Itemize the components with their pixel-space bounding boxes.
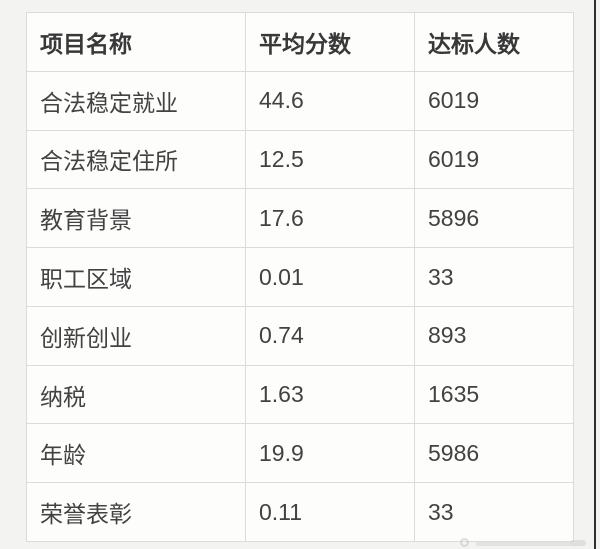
qualified-count-cell: 1635 — [428, 381, 480, 408]
project-name-cell: 教育背景 — [27, 189, 246, 248]
average-score-cell: 12.5 — [246, 130, 415, 189]
qualified-count-cell: 5986 — [428, 439, 480, 466]
project-name-cell: 合法稳定住所 — [27, 130, 246, 189]
screenshot-edge-line — [594, 0, 596, 549]
average-score-cell: 17.6 — [246, 189, 415, 248]
column-header-project-name: 项目名称 — [27, 13, 246, 71]
table-row: 纳税 1.63 1635 — [27, 365, 573, 425]
score-table: 项目名称 平均分数 达标人数 合法稳定就业 44.6 6019 合法稳定住所 12.5 6… — [26, 12, 574, 542]
table-row: 荣誉表彰 0.11 33 — [27, 483, 573, 542]
project-name-cell: 职工区域 — [27, 248, 246, 306]
project-name-cell: 创新创业 — [27, 306, 246, 365]
column-header-average-score: 平均分数 — [246, 13, 415, 71]
table-header-row: 项目名称 平均分数 达标人数 — [27, 13, 573, 72]
project-name-cell: 纳税 — [27, 365, 246, 424]
average-score-cell: 44.6 — [246, 71, 415, 130]
project-name-cell: 年龄 — [27, 424, 246, 483]
qualified-count-cell: 6019 — [428, 145, 480, 172]
table-row: 创新创业 0.74 893 — [27, 306, 573, 366]
average-score-cell: 0.01 — [246, 248, 415, 306]
qualified-count-cell: 893 — [428, 322, 467, 349]
average-score-cell: 0.11 — [246, 483, 415, 542]
project-name-cell: 荣誉表彰 — [27, 483, 246, 542]
watermark-text-smudge — [476, 542, 576, 546]
average-score-cell: 1.63 — [246, 365, 415, 424]
qualified-count-cell: 33 — [428, 263, 454, 290]
column-header-qualified-count: 达标人数 — [428, 30, 520, 57]
project-name-cell: 合法稳定就业 — [27, 71, 246, 130]
table-row: 合法稳定住所 12.5 6019 — [27, 130, 573, 190]
average-score-cell: 0.74 — [246, 306, 415, 365]
table-row: 教育背景 17.6 5896 — [27, 189, 573, 249]
table-row: 年龄 19.9 5986 — [27, 424, 573, 484]
qualified-count-cell: 33 — [428, 498, 454, 525]
qualified-count-cell: 6019 — [428, 87, 480, 114]
table-row: 职工区域 0.01 33 — [27, 248, 573, 307]
qualified-count-cell: 5896 — [428, 204, 480, 231]
table-row: 合法稳定就业 44.6 6019 — [27, 71, 573, 131]
average-score-cell: 19.9 — [246, 424, 415, 483]
